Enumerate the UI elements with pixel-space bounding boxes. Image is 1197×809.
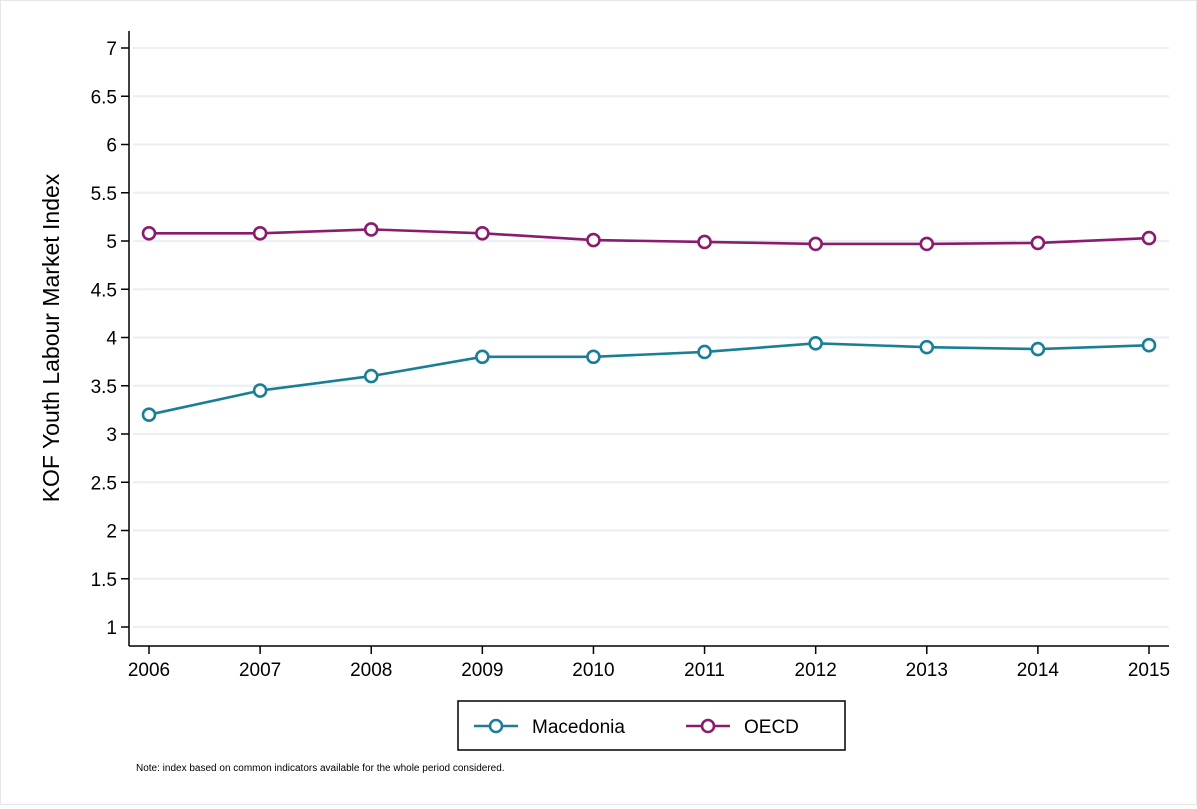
legend-item: Macedonia [474,717,625,738]
data-point [697,344,712,360]
data-point [1030,235,1046,251]
data-point [475,225,490,241]
x-tick-label: 2008 [350,660,392,681]
x-tick-label: 2015 [1128,660,1170,681]
y-tick-label: 3.5 [91,377,117,398]
y-tick-label: 2 [106,522,117,543]
data-point [1030,341,1046,357]
x-tick-label: 2007 [239,660,281,681]
y-tick-label: 4 [106,329,117,350]
x-tick-label: 2011 [684,660,725,681]
x-tick-label: 2006 [128,660,170,681]
legend-item: OECD [686,717,799,738]
legend-marker [700,718,716,734]
data-point [919,236,935,252]
legend-label: OECD [744,717,799,738]
x-tick-label: 2012 [795,660,837,681]
legend: Macedonia OECD [457,700,846,751]
legend-box [457,700,846,751]
data-point [919,339,935,355]
y-axis-title: KOF Youth Labour Market Index [38,173,64,502]
series-macedonia [141,335,1157,423]
x-tick-label: 2010 [572,660,614,681]
gridlines [133,46,1169,629]
x-tick-label: 2014 [1017,660,1060,681]
series-line [148,341,1150,416]
data-point [252,225,268,241]
legend-marker [488,718,504,734]
data-point [475,349,490,365]
series [141,222,1157,423]
data-point [697,234,712,250]
x-tick-label: 2009 [461,660,503,681]
y-tick-label: 4.5 [91,280,117,301]
series-oecd [141,222,1157,252]
series-line [149,228,1150,246]
y-tick-label: 7 [106,39,117,60]
data-point [141,407,157,423]
data-point [808,335,823,351]
data-point [808,236,823,252]
data-point [252,383,268,398]
y-tick-label: 6 [106,136,117,157]
data-point [1141,230,1157,246]
data-point [363,368,379,384]
data-point [1141,337,1157,353]
data-point [586,232,601,248]
y-tick-label: 1.5 [91,570,117,591]
y-tick-label: 1 [106,618,117,639]
y-tick-label: 6.5 [91,87,117,108]
y-tick-label: 3 [106,425,117,446]
data-point [141,225,157,241]
x-tick-label: 2013 [906,660,948,681]
axes: 1 1.5 2 2.5 3 3.5 4 4.5 5 5.5 6 6.5 7 2006 2007 2008 200… [91,31,1170,681]
y-tick-label: 5 [106,232,117,253]
data-point [586,349,601,365]
y-tick-label: 5.5 [91,184,117,205]
legend-label: Macedonia [532,717,625,738]
chart-note: Note: index based on common indicators a… [136,763,505,774]
y-tick-label: 2.5 [91,473,117,494]
data-point [363,222,379,237]
